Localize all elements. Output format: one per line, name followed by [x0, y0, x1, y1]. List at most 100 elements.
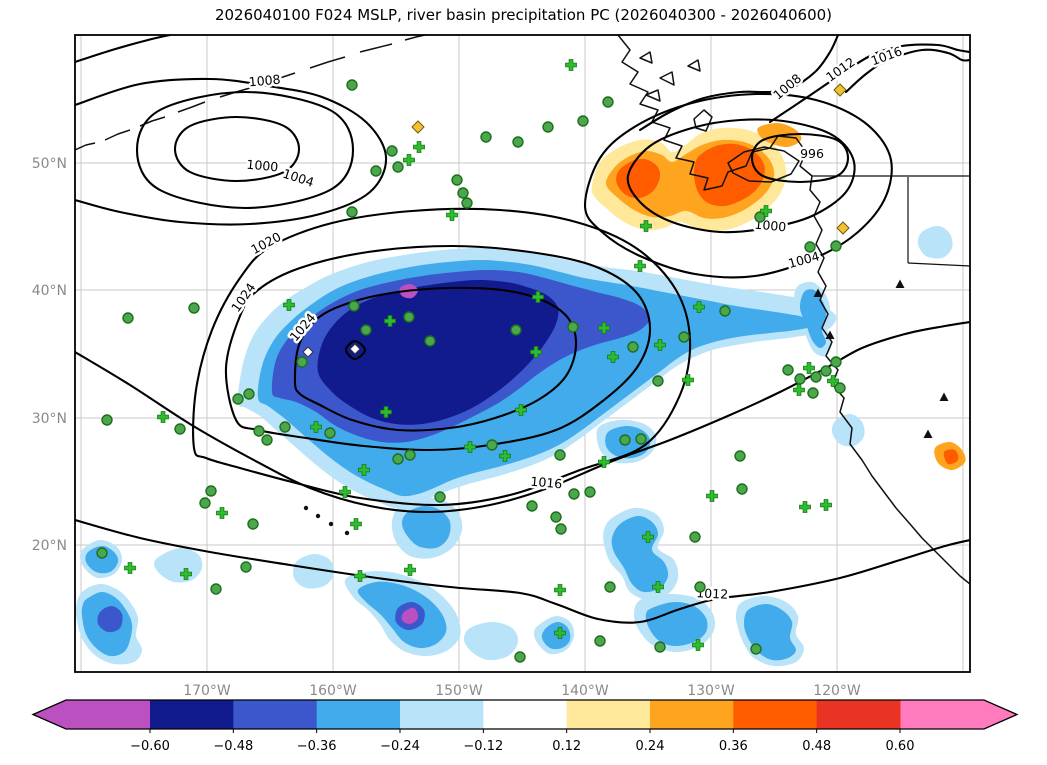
colorbar-segment [650, 700, 734, 729]
station-plus-marker [157, 411, 169, 423]
station-circle-marker [584, 486, 596, 498]
station-plus-marker [404, 564, 416, 576]
station-circle-marker [360, 324, 372, 336]
figure-title: 2026040100 F024 MSLP, river basin precip… [214, 6, 833, 24]
precip-pc-shading [75, 122, 966, 667]
axis-labels: 50°N 40°N 30°N 20°N 170°W 160°W 150°W 140°W 130°… [32, 156, 861, 699]
gold-diamond-marker [836, 221, 850, 235]
isobar-label: 1004 [281, 166, 316, 190]
station-circle-marker [253, 425, 265, 437]
station-plus-marker [760, 205, 772, 217]
white-diamond-marker [349, 343, 361, 355]
station-circle-marker [830, 356, 842, 368]
station-plus-marker [530, 346, 542, 358]
station-plus-marker [820, 499, 832, 511]
isobar-label: 1016 [869, 43, 904, 68]
station-circle-marker [451, 174, 463, 186]
colorbar-segment [733, 700, 818, 729]
station-circle-marker [555, 523, 567, 535]
isobar-line [583, 92, 893, 279]
station-plus-marker [350, 518, 362, 530]
station-circle-marker [719, 305, 731, 317]
shaded-region [541, 622, 571, 650]
station-plus-marker [310, 421, 322, 433]
station-plus-marker [339, 486, 351, 498]
isobar-line [844, 48, 970, 94]
small-island [303, 505, 309, 511]
colorbar-tick-label: −0.60 [130, 739, 170, 754]
station-plus-marker [693, 301, 705, 313]
isobar-label: 1024 [228, 280, 259, 315]
colorbar-tick-label: −0.48 [213, 739, 253, 754]
colorbar-tick-label: −0.36 [297, 739, 337, 754]
station-circle-marker [434, 491, 446, 503]
station-circle-marker [678, 331, 690, 343]
station-circle-marker [232, 393, 244, 405]
coastline [75, 142, 96, 151]
colorbar-tick-label: −0.12 [463, 739, 503, 754]
station-circle-marker [577, 115, 589, 127]
station-circle-marker [247, 518, 259, 530]
colorbar-tick-label: 0.60 [886, 739, 915, 754]
station-plus-marker [384, 315, 396, 327]
small-island [315, 513, 321, 519]
shaded-region [943, 449, 959, 465]
isobar-label: 1012 [823, 54, 858, 85]
island-outline [687, 59, 701, 72]
isobar-line [750, 132, 850, 184]
political-border [907, 262, 970, 267]
colorbar-segment [233, 700, 318, 729]
colorbar-tick-label: 0.36 [719, 739, 748, 754]
station-circle-marker [514, 651, 526, 663]
coastline [617, 35, 970, 585]
island-outline [693, 109, 713, 132]
shaded-region [616, 158, 661, 199]
station-circle-marker [370, 165, 382, 177]
station-circle-marker [279, 421, 291, 433]
coastline [261, 72, 296, 85]
shaded-region [831, 413, 865, 447]
station-circle-marker [794, 373, 806, 385]
station-circle-marker [457, 187, 469, 199]
station-circle-marker [830, 240, 842, 252]
isobar-line [626, 118, 856, 234]
station-plus-marker [598, 322, 610, 334]
station-circle-marker [550, 511, 562, 523]
station-plus-marker [413, 141, 425, 153]
station-circle-marker [404, 449, 416, 461]
colorbar-tick-label: 0.48 [802, 739, 831, 754]
station-plus-marker [799, 501, 811, 513]
isobar-line [173, 115, 301, 183]
colorbar-segment [566, 700, 651, 729]
station-circle-marker [261, 434, 273, 446]
station-plus-marker [403, 154, 415, 166]
isobar-line [75, 320, 970, 514]
station-plus-marker [607, 351, 619, 363]
station-circle-marker [392, 161, 404, 173]
lon-tick-label: 140°W [561, 683, 609, 699]
station-circle-marker [807, 387, 819, 399]
colorbar: −0.60 −0.48 −0.36 −0.24 −0.12 0.12 0.24 0.36 0.4… [31, 699, 1019, 754]
shaded-region [401, 505, 451, 549]
station-circle-marker [694, 581, 706, 593]
station-plus-marker [180, 568, 192, 580]
station-circle-marker [594, 635, 606, 647]
station-circle-marker [652, 375, 664, 387]
station-markers [96, 59, 949, 663]
station-plus-marker [652, 581, 664, 593]
station-circle-marker [750, 643, 762, 655]
station-circle-marker [654, 641, 666, 653]
station-circle-marker [296, 356, 308, 368]
colorbar-tick-label: 0.24 [636, 739, 665, 754]
colorbar-segment [483, 700, 568, 729]
station-circle-marker [689, 531, 701, 543]
station-circle-marker [461, 197, 473, 209]
coastline [309, 56, 346, 69]
station-circle-marker [734, 450, 746, 462]
isobar-line [224, 244, 652, 452]
isobar-line [75, 35, 172, 64]
station-plus-marker [283, 299, 295, 311]
island-outline [645, 89, 661, 102]
station-circle-marker [820, 365, 832, 377]
shaded-region [799, 289, 827, 349]
